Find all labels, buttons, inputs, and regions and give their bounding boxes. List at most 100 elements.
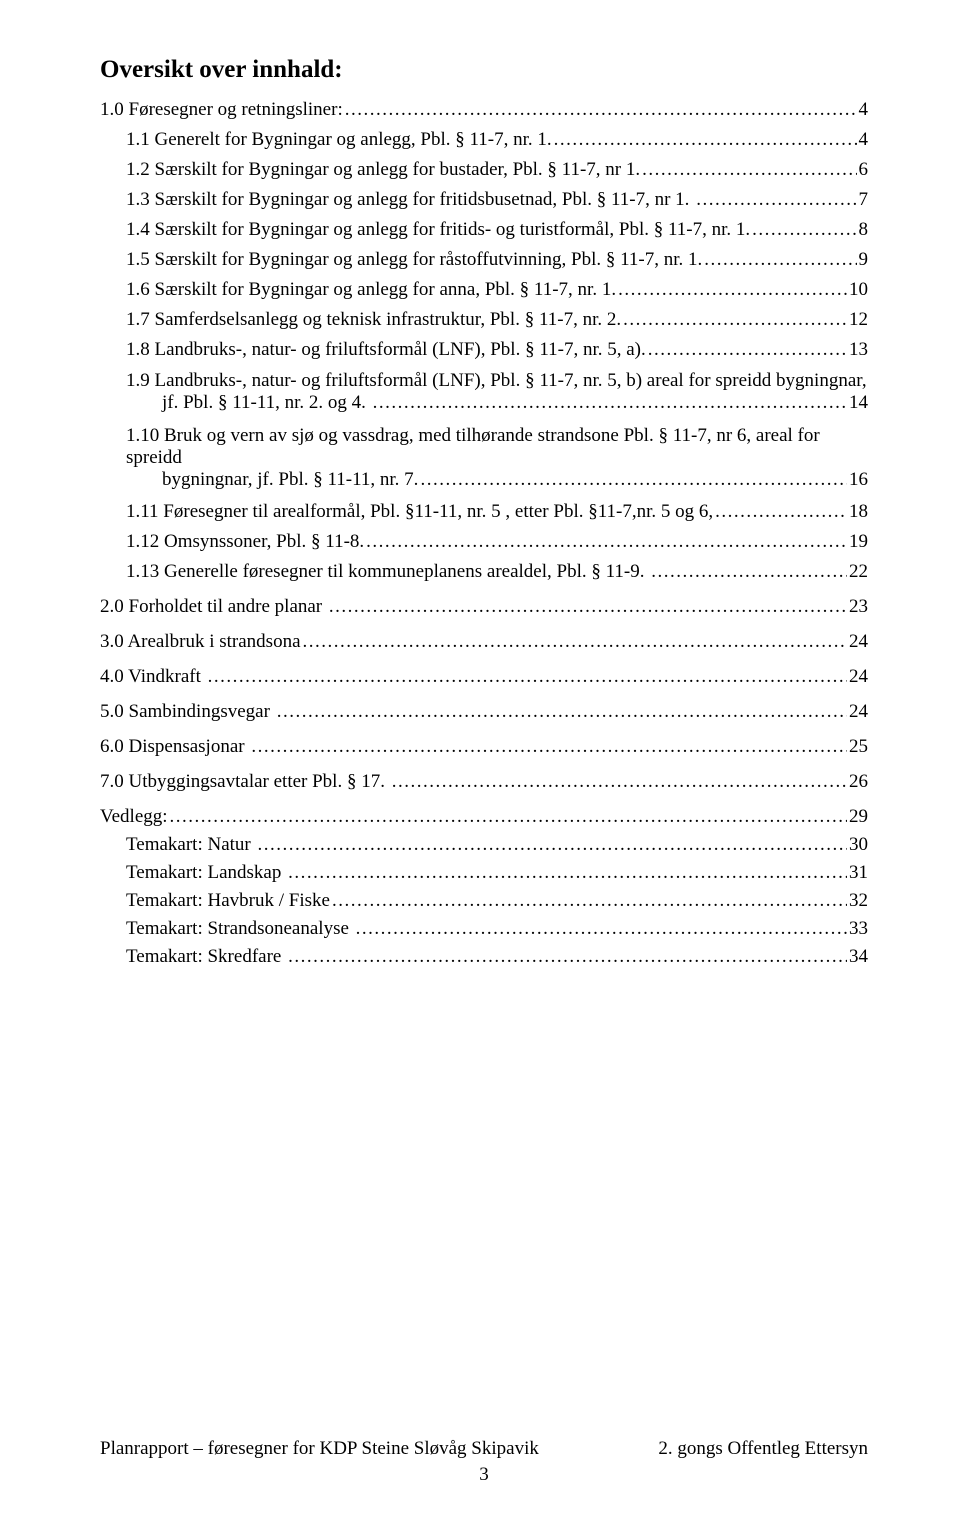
toc-entry-page: 14 — [849, 392, 868, 414]
toc-entry-page: 12 — [849, 310, 868, 329]
toc-entry-label: Temakart: Skredfare — [126, 947, 286, 966]
toc-entry-label: 1.11 Føresegner til arealformål, Pbl. §1… — [126, 502, 713, 521]
footer-line: Planrapport – føresegner for KDP Steine … — [100, 1438, 868, 1460]
toc-entry-page: 24 — [849, 632, 868, 651]
toc-entry-label: Temakart: Natur — [126, 835, 256, 854]
toc-entry: 1.13 Generelle føresegner til kommunepla… — [126, 562, 868, 581]
toc-entry-label: jf. Pbl. § 11-11, nr. 2. og 4. — [162, 392, 371, 414]
toc-title: Oversikt over innhald: — [100, 56, 868, 84]
toc-entry-label: 3.0 Arealbruk i strandsona — [100, 632, 301, 651]
toc-entry: 1.5 Særskilt for Bygningar og anlegg for… — [126, 250, 868, 269]
toc-leader-dots: ........................................… — [554, 130, 857, 149]
toc-leader-dots: ........................................… — [332, 891, 847, 910]
toc-entry-label: 2.0 Forholdet til andre planar — [100, 597, 327, 616]
toc-list: 1.0 Føresegner og retningsliner:........… — [100, 100, 868, 966]
toc-entry-label: 1.12 Omsynssoner, Pbl. § 11-8. — [126, 532, 364, 551]
toc-leader-dots: ........................................… — [170, 807, 847, 826]
toc-entry-label: Temakart: Havbruk / Fiske — [126, 891, 330, 910]
toc-leader-dots: ........................................… — [277, 702, 847, 721]
toc-entry: 4.0 Vindkraft ..........................… — [100, 667, 868, 686]
toc-leader-dots: ........................................… — [648, 340, 847, 359]
toc-leader-dots: ........................................… — [715, 502, 847, 521]
toc-leader-dots: ........................................… — [251, 737, 847, 756]
toc-entry-continuation: jf. Pbl. § 11-11, nr. 2. og 4. .........… — [162, 392, 868, 414]
toc-entry: 5.0 Sambindingsvegar ...................… — [100, 702, 868, 721]
toc-entry: 2.0 Forholdet til andre planar .........… — [100, 597, 868, 616]
toc-entry-page: 8 — [859, 220, 869, 239]
toc-leader-dots: ........................................… — [618, 280, 847, 299]
toc-entry-label: 1.10 Bruk og vern av sjø og vassdrag, me… — [126, 425, 868, 469]
toc-entry: 1.8 Landbruks-, natur- og friluftsformål… — [126, 340, 868, 359]
toc-entry: Temakart: Landskap .....................… — [126, 863, 868, 882]
toc-leader-dots: ........................................… — [420, 469, 847, 491]
toc-entry-page: 33 — [849, 919, 868, 938]
toc-entry-label: 5.0 Sambindingsvegar — [100, 702, 275, 721]
toc-leader-dots: ........................................… — [366, 532, 847, 551]
toc-entry: 6.0 Dispensasjonar .....................… — [100, 737, 868, 756]
toc-entry: 1.2 Særskilt for Bygningar og anlegg for… — [126, 160, 868, 179]
toc-entry-page: 16 — [849, 469, 868, 491]
toc-entry-label: 1.6 Særskilt for Bygningar og anlegg for… — [126, 280, 616, 299]
toc-entry-page: 9 — [859, 250, 869, 269]
toc-leader-dots: ........................................… — [704, 250, 856, 269]
toc-entry-label: 1.0 Føresegner og retningsliner: — [100, 100, 343, 119]
toc-entry-page: 30 — [849, 835, 868, 854]
toc-entry-page: 34 — [849, 947, 868, 966]
toc-entry-page: 32 — [849, 891, 868, 910]
document-page: Oversikt over innhald: 1.0 Føresegner og… — [0, 0, 960, 1526]
toc-entry-label: 1.4 Særskilt for Bygningar og anlegg for… — [126, 220, 750, 239]
footer-page-number: 3 — [100, 1464, 868, 1486]
toc-entry: 1.7 Samferdselsanlegg og teknisk infrast… — [126, 310, 868, 329]
toc-entry: Temakart: Strandsoneanalyse ............… — [126, 919, 868, 938]
toc-leader-dots: ........................................… — [208, 667, 847, 686]
toc-leader-dots: ........................................… — [258, 835, 847, 854]
toc-entry-label: Temakart: Landskap — [126, 863, 286, 882]
toc-entry-label: 4.0 Vindkraft — [100, 667, 206, 686]
toc-entry-label: bygningnar, jf. Pbl. § 11-11, nr. 7. — [162, 469, 418, 491]
toc-entry: 7.0 Utbyggingsavtalar etter Pbl. § 17. .… — [100, 772, 868, 791]
toc-entry-continuation: bygningnar, jf. Pbl. § 11-11, nr. 7.....… — [162, 469, 868, 491]
toc-entry-label: 1.8 Landbruks-, natur- og friluftsformål… — [126, 340, 646, 359]
toc-leader-dots: ........................................… — [288, 947, 847, 966]
toc-entry-page: 4 — [859, 100, 869, 119]
page-footer: Planrapport – føresegner for KDP Steine … — [100, 1438, 868, 1486]
toc-entry-label: 1.13 Generelle føresegner til kommunepla… — [126, 562, 649, 581]
toc-leader-dots: ........................................… — [623, 310, 847, 329]
toc-entry-label: 1.7 Samferdselsanlegg og teknisk infrast… — [126, 310, 621, 329]
toc-content: Oversikt over innhald: 1.0 Føresegner og… — [100, 56, 868, 1408]
toc-entry-label: Temakart: Strandsoneanalyse — [126, 919, 354, 938]
toc-leader-dots: ........................................… — [642, 160, 856, 179]
toc-entry: 1.9 Landbruks-, natur- og friluftsformål… — [126, 370, 868, 414]
toc-entry-label: 7.0 Utbyggingsavtalar etter Pbl. § 17. — [100, 772, 390, 791]
toc-entry: 1.3 Særskilt for Bygningar og anlegg for… — [126, 190, 868, 209]
toc-entry: Temakart: Natur ........................… — [126, 835, 868, 854]
toc-entry-page: 10 — [849, 280, 868, 299]
toc-entry: 1.10 Bruk og vern av sjø og vassdrag, me… — [126, 425, 868, 491]
toc-entry: 1.11 Føresegner til arealformål, Pbl. §1… — [126, 502, 868, 521]
toc-leader-dots: ........................................… — [345, 100, 857, 119]
footer-right: 2. gongs Offentleg Ettersyn — [658, 1438, 868, 1460]
toc-leader-dots: ........................................… — [752, 220, 856, 239]
toc-entry: 1.0 Føresegner og retningsliner:........… — [100, 100, 868, 119]
toc-leader-dots: ........................................… — [288, 863, 847, 882]
toc-entry-label: 1.9 Landbruks-, natur- og friluftsformål… — [126, 370, 868, 392]
toc-leader-dots: ........................................… — [392, 772, 847, 791]
toc-entry-label: 6.0 Dispensasjonar — [100, 737, 249, 756]
toc-entry-label: 1.5 Særskilt for Bygningar og anlegg for… — [126, 250, 702, 269]
toc-entry: Temakart: Havbruk / Fiske...............… — [126, 891, 868, 910]
toc-leader-dots: ........................................… — [329, 597, 847, 616]
toc-leader-dots: ........................................… — [373, 392, 847, 414]
toc-entry-page: 29 — [849, 807, 868, 826]
toc-entry-label: 1.3 Særskilt for Bygningar og anlegg for… — [126, 190, 694, 209]
toc-leader-dots: ........................................… — [356, 919, 847, 938]
toc-entry-page: 13 — [849, 340, 868, 359]
toc-entry: 1.1 Generelt for Bygningar og anlegg, Pb… — [126, 130, 868, 149]
toc-entry: 1.12 Omsynssoner, Pbl. § 11-8...........… — [126, 532, 868, 551]
toc-entry-page: 24 — [849, 667, 868, 686]
toc-entry: Temakart: Skredfare ....................… — [126, 947, 868, 966]
toc-entry-label: 1.2 Særskilt for Bygningar og anlegg for… — [126, 160, 640, 179]
toc-entry: 3.0 Arealbruk i strandsona..............… — [100, 632, 868, 651]
toc-entry-page: 4 — [859, 130, 869, 149]
toc-entry: Vedlegg:................................… — [100, 807, 868, 826]
toc-entry-page: 31 — [849, 863, 868, 882]
